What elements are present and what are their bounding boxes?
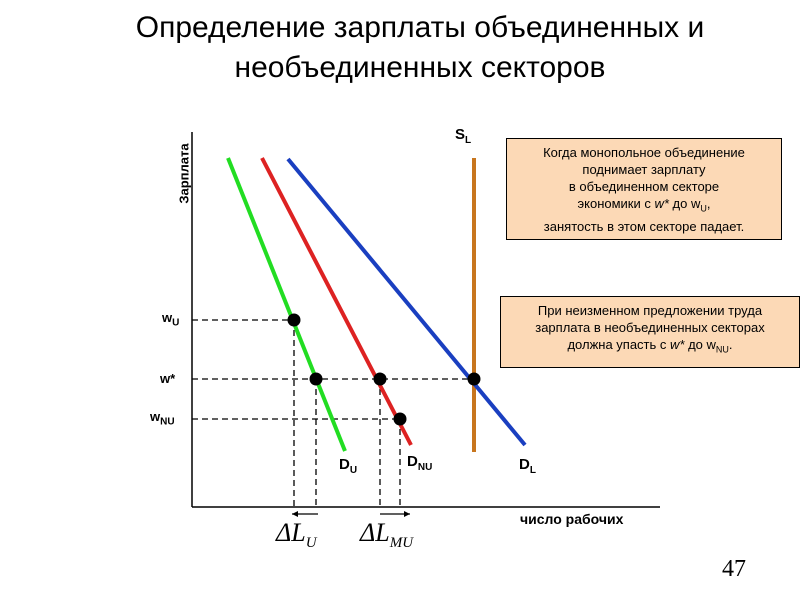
- demand-total-curve: [286, 157, 527, 447]
- demand-nonunion-curve: [260, 157, 413, 446]
- wage-label-wstar: w*: [160, 371, 176, 386]
- nonunion-callout-line3: должна упасть с w* до wNU.: [567, 337, 733, 355]
- delta-lmu-arrowhead: [404, 511, 410, 517]
- point-wstar-union: [309, 372, 323, 386]
- delta-lmu-label: ΔLMU: [360, 518, 414, 552]
- union-callout: Когда монопольное объединение поднимает …: [506, 138, 782, 240]
- demand-nonunion-label: DNU: [407, 453, 433, 473]
- point-wnu: [393, 412, 407, 426]
- union-callout-line3: в объединенном секторе: [568, 179, 720, 194]
- page-number: 47: [722, 556, 746, 582]
- union-callout-line5: занятость в этом секторе падает.: [543, 218, 745, 234]
- supply-label: SL: [455, 126, 472, 146]
- y-axis-label: Зарплата: [176, 143, 192, 204]
- x-axis-label: число рабочих: [520, 511, 624, 527]
- slide-title-line1: Определение зарплаты объединенных и: [135, 11, 705, 44]
- nonunion-callout-line1: При неизменном предложении труда: [537, 303, 763, 318]
- demand-total-label: DL: [519, 456, 536, 476]
- wage-label-wnu: wNU: [150, 409, 175, 428]
- point-wstar-nonunion: [373, 372, 387, 386]
- union-callout-line2: поднимает зарплату: [582, 162, 706, 177]
- demand-union-curve: [226, 157, 347, 452]
- delta-lu-arrowhead: [292, 511, 298, 517]
- nonunion-callout: При неизменном предложении труда зарплат…: [500, 296, 800, 368]
- point-wstar-total: [467, 372, 481, 386]
- union-callout-line4: экономики с w* до wU,: [577, 196, 711, 214]
- union-callout-line1: Когда монопольное объединение: [543, 145, 745, 160]
- delta-lu-label: ΔLU: [276, 518, 317, 552]
- demand-union-label: DU: [339, 456, 358, 476]
- wage-label-wu: wU: [162, 310, 180, 329]
- slide-title-line2: необъединенных секторов: [234, 51, 606, 84]
- slide-title: Определение зарплаты объединенных и необ…: [40, 8, 800, 88]
- point-wu: [287, 313, 301, 327]
- nonunion-callout-line2: зарплата в необъединенных секторах: [535, 320, 765, 335]
